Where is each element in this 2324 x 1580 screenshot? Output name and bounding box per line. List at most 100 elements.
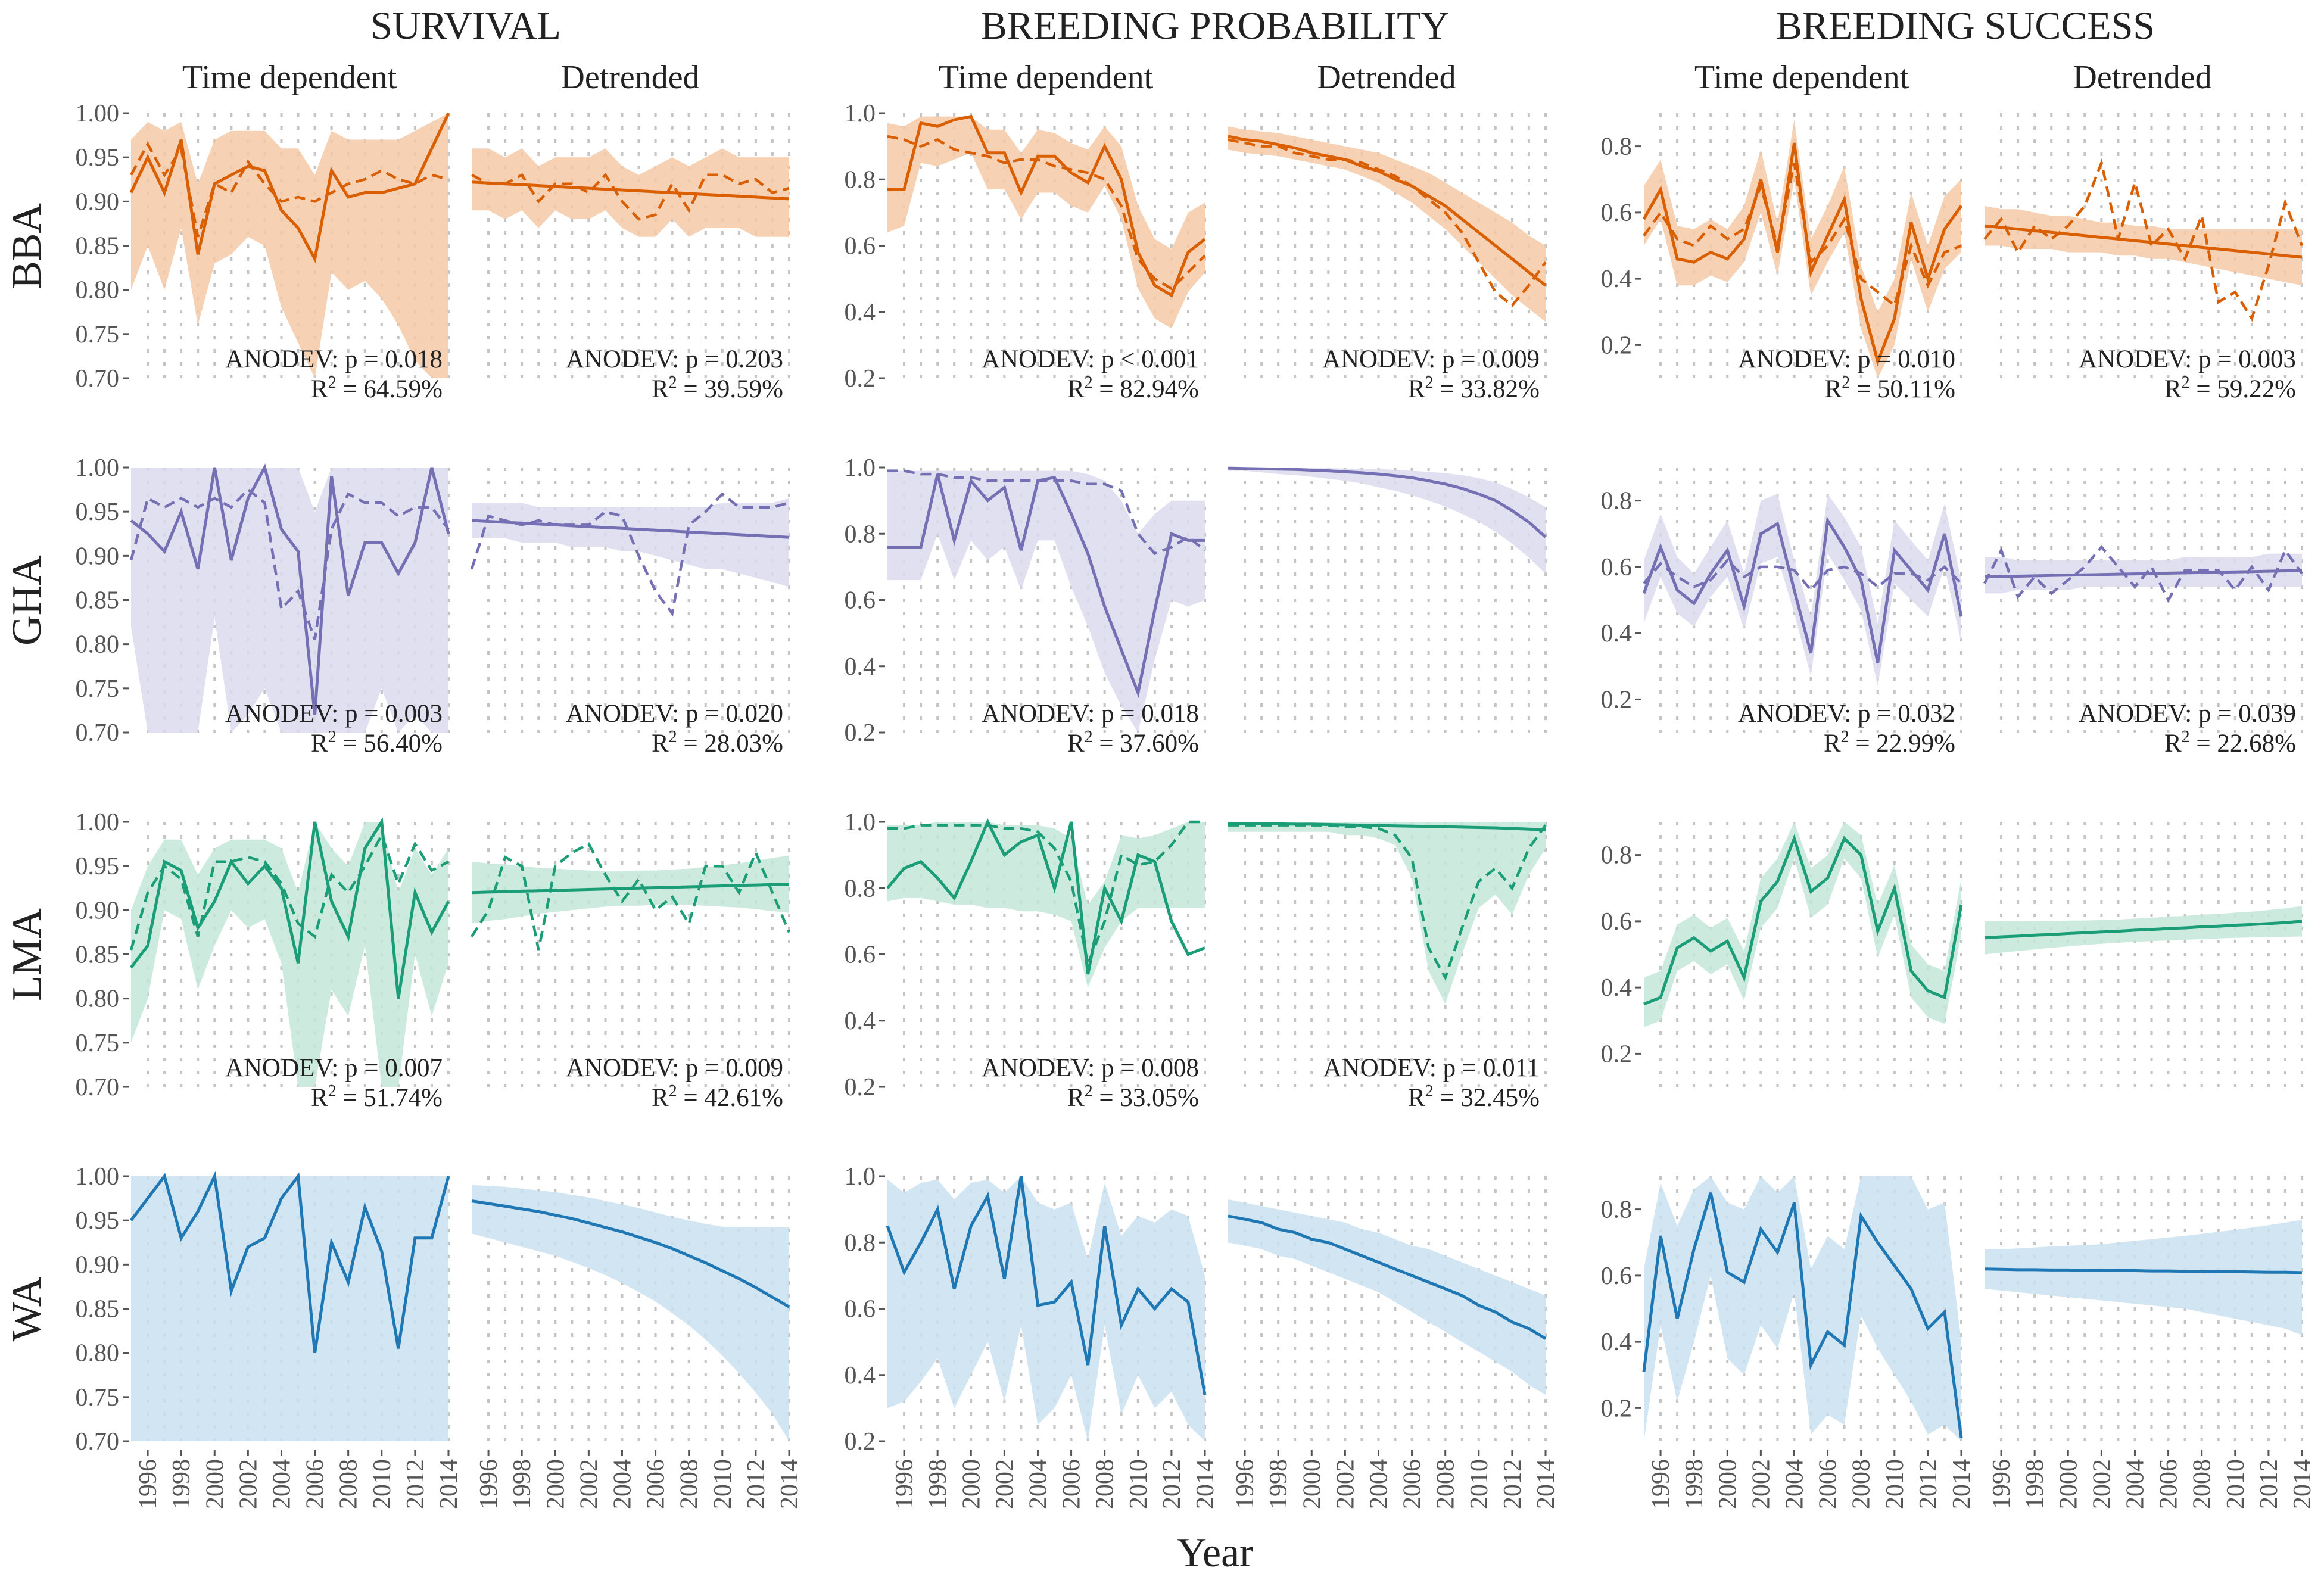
y-tick-label: 0.90 [76,188,120,216]
y-tick-label: 1.0 [845,100,876,127]
x-tick-label: 1998 [1265,1459,1292,1509]
x-tick-label: 2014 [2289,1459,2316,1509]
confidence-band [131,113,448,378]
x-tick-label: 1998 [2021,1459,2049,1509]
y-tick-label: 0.2 [1601,686,1633,713]
series-line-solid [471,519,790,539]
y-tick-label: 0.80 [76,986,120,1013]
x-tick-label: 1998 [509,1459,536,1509]
x-tick-label: 2014 [1192,1459,1219,1509]
series-line-solid [1228,1214,1547,1340]
x-tick-label: 2000 [1714,1459,1742,1509]
series-line-dashed [129,488,450,641]
y-tick-label: 0.90 [76,897,120,924]
x-tick-label: 1996 [1232,1459,1259,1509]
r-squared-label: R2 = 56.40% [311,728,443,758]
x-tick-label: 2008 [335,1459,363,1509]
confidence-band [1985,205,2302,286]
group-titles: SURVIVAL BREEDING PROBABILITY BREEDING S… [370,4,2155,48]
subtitle-survival-time-dependent: Time dependent [182,59,397,96]
confidence-band [472,148,789,237]
x-tick-label: 2008 [1848,1459,1876,1509]
y-tick-label: 0.80 [76,1340,120,1367]
y-tick-label: 0.4 [1601,974,1633,1002]
y-tick-label: 0.4 [845,1008,876,1035]
series-line-solid [886,818,1205,975]
y-axis-ticks: 0.700.750.800.850.900.951.000.700.750.80… [76,100,1641,1456]
series-line-solid [471,1199,790,1308]
series-line-solid [471,883,790,895]
anodev-label: ANODEV: p = 0.203 [566,345,783,373]
y-tick-label: 0.4 [1601,266,1633,293]
y-tick-label: 0.90 [76,543,120,570]
row-labels: BBA GHA LMA WA [4,203,50,1342]
x-tick-label: 2006 [1058,1459,1086,1509]
r-squared-label: R2 = 59.22% [2164,373,2296,403]
y-tick-label: 0.2 [1601,1040,1633,1068]
r-squared-label: R2 = 33.05% [1067,1082,1199,1112]
x-tick-label: 1998 [1681,1459,1708,1509]
x-tick-label: 2012 [2256,1459,2283,1509]
anodev-label: ANODEV: p = 0.018 [982,700,1199,728]
panel-gha-breeding-probability-detrended [1228,466,1547,733]
r-squared-label: R2 = 51.74% [311,1082,443,1112]
x-tick-label: 2004 [1365,1459,1392,1509]
series-line-solid [1642,516,1963,663]
confidence-band [887,116,1205,329]
series-line-dashed [887,469,1206,556]
confidence-band [1228,822,1546,1004]
series-line-dashed [130,141,449,238]
y-tick-label: 0.8 [845,1229,876,1257]
x-tick-label: 2000 [542,1459,569,1509]
x-tick-label: 2008 [2189,1459,2216,1509]
panel-lma-breeding-success-time-dependent [1643,822,1963,1087]
x-tick-label: 2002 [1332,1459,1359,1509]
x-tick-label: 2004 [2121,1459,2149,1509]
y-tick-label: 0.75 [76,321,120,348]
panel-subtitles: Time dependent Detrended Time dependent … [182,59,2212,96]
r-squared-label: R2 = 82.94% [1067,373,1199,403]
group-title-breeding-probability: BREEDING PROBABILITY [981,4,1450,48]
series-line-solid [887,473,1205,699]
y-tick-label: 0.70 [76,1428,120,1456]
x-tick-label: 2006 [643,1459,670,1509]
r-squared-label: R2 = 33.82% [1408,373,1540,403]
y-tick-label: 0.2 [1601,1395,1633,1422]
series-line-solid [471,180,790,201]
anodev-label: ANODEV: p = 0.008 [982,1054,1199,1082]
y-tick-label: 0.85 [76,942,120,969]
subtitle-breeding-success-detrended: Detrended [2073,59,2211,96]
x-tick-label: 2014 [1532,1459,1560,1509]
x-tick-label: 2000 [958,1459,985,1509]
x-tick-label: 1998 [924,1459,952,1509]
x-tick-label: 1996 [891,1459,918,1509]
row-label-bba: BBA [4,203,50,289]
y-tick-label: 0.80 [76,277,120,304]
series-line-dashed [887,135,1206,291]
y-tick-label: 0.2 [845,1074,876,1101]
y-tick-label: 0.95 [76,853,120,880]
anodev-label: ANODEV: p = 0.020 [566,700,783,728]
x-tick-label: 2012 [1499,1459,1527,1509]
y-tick-label: 1.0 [845,809,876,836]
series-line-solid [1228,466,1547,538]
y-tick-label: 0.8 [845,166,876,194]
y-tick-label: 0.90 [76,1251,120,1279]
confidence-band [1228,1199,1546,1395]
series-line-solid [1984,569,2303,579]
confidence-band [1644,494,1961,687]
r-squared-label: R2 = 22.99% [1824,728,1955,758]
y-tick-label: 0.8 [1601,1196,1633,1224]
x-tick-label: 2010 [709,1459,737,1509]
y-tick-label: 1.00 [76,1163,120,1191]
panel-wa-survival-detrended [471,1176,790,1441]
y-tick-label: 0.95 [76,144,120,172]
